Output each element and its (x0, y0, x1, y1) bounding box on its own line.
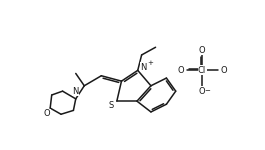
Text: O: O (177, 66, 184, 75)
Text: O: O (199, 87, 205, 96)
Text: −: − (205, 88, 210, 94)
Text: Cl: Cl (198, 66, 206, 75)
Text: O: O (220, 66, 227, 75)
Text: N: N (73, 87, 79, 96)
Text: O: O (199, 46, 205, 55)
Text: N: N (140, 63, 146, 72)
Text: S: S (109, 100, 114, 109)
Text: +: + (147, 60, 153, 66)
Text: O: O (44, 109, 50, 118)
